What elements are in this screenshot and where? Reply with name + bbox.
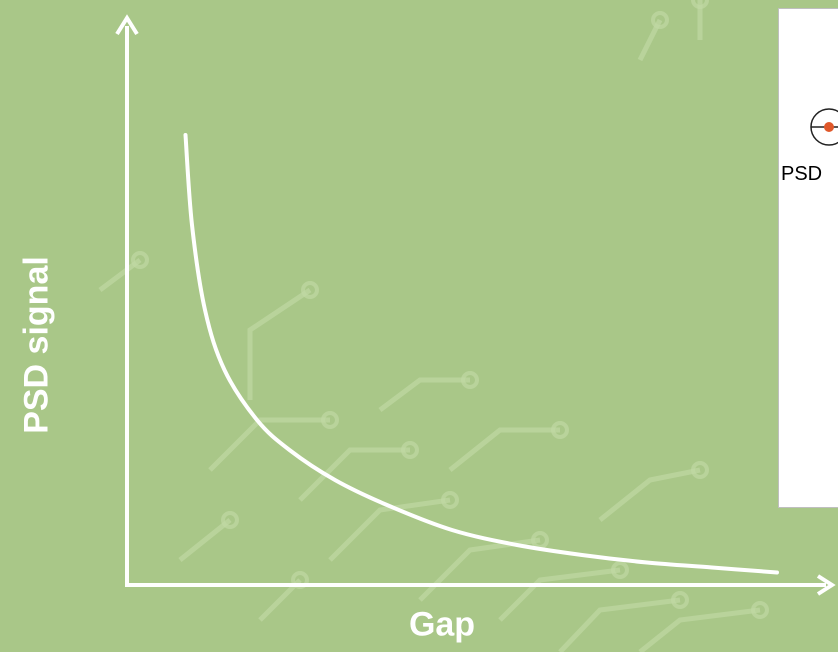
circuit-pad: [651, 11, 669, 29]
circuit-pad: [321, 411, 339, 429]
circuit-pad: [611, 561, 629, 579]
circuit-pad: [691, 0, 709, 9]
circuit-pad: [671, 591, 689, 609]
y-axis-label: PSD signal: [17, 256, 56, 434]
x-axis-label: Gap: [408, 605, 476, 644]
y-axis-arrow: [115, 14, 139, 36]
circuit-pad: [461, 371, 479, 389]
circuit-pad: [301, 281, 319, 299]
circuit-pad: [131, 251, 149, 269]
axes: [115, 14, 836, 596]
circuit-trace: [558, 597, 681, 652]
psd-detector-icon: [810, 108, 838, 146]
circuit-trace: [208, 417, 330, 472]
circuit-trace: [328, 497, 451, 562]
circuit-trace: [378, 377, 470, 412]
circuit-pad: [221, 511, 239, 529]
psd-label: PSD: [781, 163, 823, 185]
circuit-pad: [441, 491, 459, 509]
circuit-trace: [247, 287, 312, 400]
circuit-trace: [638, 607, 761, 652]
circuit-trace: [448, 427, 560, 472]
circuit-trace: [598, 467, 701, 522]
psd-inset-panel: PSD: [778, 8, 838, 508]
circuit-trace: [178, 518, 232, 562]
circuit-pad: [551, 421, 569, 439]
series-line-0: [183, 133, 779, 575]
circuit-trace: [298, 447, 410, 502]
circuit-trace: [498, 567, 621, 622]
circuit-pad: [401, 441, 419, 459]
circuit-pad: [751, 601, 769, 619]
chart-marks: [183, 133, 779, 575]
circuit-pad: [691, 461, 709, 479]
x-axis-arrow: [816, 574, 836, 596]
